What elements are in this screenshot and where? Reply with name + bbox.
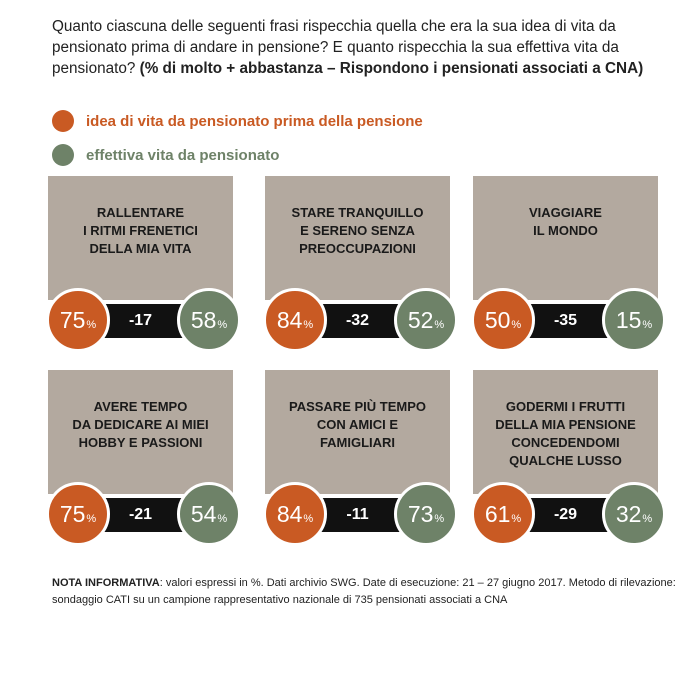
card-background (48, 370, 233, 494)
percent-sign: % (86, 512, 97, 525)
value-circle-after: 73% (394, 482, 458, 546)
value-circle-after: 15% (602, 288, 666, 352)
card-title: STARE TRANQUILLO E SERENO SENZA PREOCCUP… (291, 205, 424, 256)
percent-sign: % (642, 318, 653, 331)
card-title: VIAGGIARE IL MONDO (529, 205, 602, 238)
value-label: 61 (484, 500, 511, 527)
legend-label-after: effettiva vita da pensionato (86, 146, 280, 164)
card-item: AVERE TEMPO DA DEDICARE AI MIEI HOBBY E … (46, 370, 241, 554)
legend: idea di vita da pensionato prima della p… (52, 107, 423, 175)
value-circle-before: 84% (263, 482, 327, 546)
difference-label: -11 (346, 506, 369, 523)
question-text: Quanto ciascuna delle seguenti frasi ris… (52, 16, 677, 79)
value-label: 54 (190, 500, 217, 527)
card-item: GODERMI I FRUTTI DELLA MIA PENSIONE CONC… (471, 370, 666, 554)
value-circle-after: 58% (177, 288, 241, 352)
difference-label: -35 (553, 312, 578, 329)
value-circle-before: 50% (471, 288, 535, 352)
question-bold: (% di molto + abbastanza – Rispondono i … (139, 60, 644, 77)
card-title: RALLENTARE I RITMI FRENETICI DELLA MIA V… (83, 205, 198, 256)
card-item: RALLENTARE I RITMI FRENETICI DELLA MIA V… (46, 176, 241, 360)
value-circle-before: 61% (471, 482, 535, 546)
percent-sign: % (434, 512, 445, 525)
value-label: 50 (484, 306, 511, 333)
value-circle-before: 75% (46, 288, 110, 352)
card-item: PASSARE PIÙ TEMPO CON AMICI E FAMIGLIARI… (263, 370, 458, 554)
percent-sign: % (217, 512, 228, 525)
percent-sign: % (511, 512, 522, 525)
value-label: 84 (276, 500, 303, 527)
card-background (48, 176, 233, 300)
note-text: : valori espressi in %. Dati archivio SW… (52, 577, 676, 606)
value-circle-after: 54% (177, 482, 241, 546)
difference-label: -17 (128, 312, 153, 329)
card-item: VIAGGIARE IL MONDO -35 50% 15% (471, 176, 666, 360)
percent-sign: % (217, 318, 228, 331)
value-label: 52 (407, 306, 434, 333)
difference-label: -21 (128, 506, 153, 523)
value-label: 84 (276, 306, 303, 333)
legend-item-before: idea di vita da pensionato prima della p… (52, 107, 423, 135)
legend-dot-after (52, 144, 74, 166)
card-title: AVERE TEMPO DA DEDICARE AI MIEI HOBBY E … (72, 399, 209, 450)
percent-sign: % (303, 512, 314, 525)
percent-sign: % (642, 512, 653, 525)
value-label: 73 (407, 500, 434, 527)
percent-sign: % (434, 318, 445, 331)
card-background (265, 176, 450, 300)
value-circle-before: 75% (46, 482, 110, 546)
card-title: GODERMI I FRUTTI DELLA MIA PENSIONE CONC… (495, 399, 636, 468)
difference-label: -29 (553, 506, 578, 523)
percent-sign: % (511, 318, 522, 331)
card-title: PASSARE PIÙ TEMPO CON AMICI E FAMIGLIARI (288, 399, 426, 450)
percent-sign: % (86, 318, 97, 331)
value-circle-after: 52% (394, 288, 458, 352)
value-label: 15 (615, 306, 642, 333)
value-label: 75 (59, 500, 86, 527)
card-background (473, 370, 658, 494)
question-main: Quanto ciascuna delle seguenti frasi ris… (52, 18, 619, 77)
value-label: 32 (615, 500, 642, 527)
legend-label-before: idea di vita da pensionato prima della p… (86, 112, 423, 130)
note: NOTA INFORMATIVA: valori espressi in %. … (52, 575, 677, 609)
card-background (265, 370, 450, 494)
card-item: STARE TRANQUILLO E SERENO SENZA PREOCCUP… (263, 176, 458, 360)
card-background (473, 176, 658, 300)
note-bold: NOTA INFORMATIVA (52, 577, 160, 589)
legend-dot-before (52, 110, 74, 132)
value-label: 75 (59, 306, 86, 333)
value-circle-after: 32% (602, 482, 666, 546)
legend-item-after: effettiva vita da pensionato (52, 141, 423, 169)
percent-sign: % (303, 318, 314, 331)
value-label: 58 (190, 306, 217, 333)
value-circle-before: 84% (263, 288, 327, 352)
difference-label: -32 (345, 312, 370, 329)
